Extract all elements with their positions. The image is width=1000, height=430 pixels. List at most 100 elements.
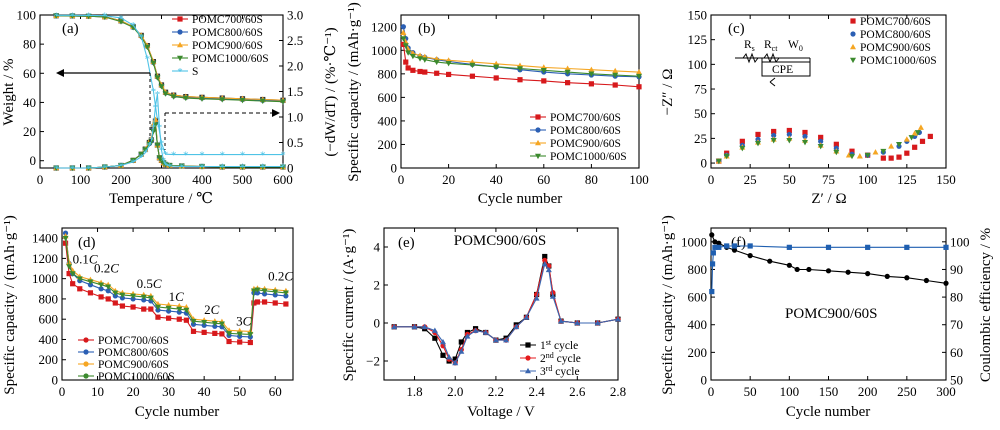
panel-c-point	[880, 155, 886, 161]
panel-c-point	[856, 153, 863, 159]
panel-a-xtick-label: 100	[71, 172, 91, 187]
panel-b-legend-1-label: POMC800/60S	[550, 125, 621, 137]
panel-b-series-2-point	[588, 66, 595, 73]
panel-c-legend-marker-2	[850, 43, 856, 50]
panel-f-xtick-label: 50	[744, 384, 757, 399]
panel-c-xtick-label: 75	[822, 172, 835, 187]
panel-e-series-2-point	[421, 323, 428, 330]
rate-label-3: 1C	[169, 289, 185, 304]
panel-e-series-2-point	[391, 323, 398, 330]
panel-f-capacity-point	[767, 258, 773, 264]
panel-e-series-2-point	[446, 354, 453, 360]
panel-b-series-0-point	[612, 82, 618, 88]
panel-d-series-2-point	[66, 259, 73, 265]
panel-b-series-2-point	[636, 68, 642, 75]
panel-b-legend-2-marker	[535, 139, 541, 146]
panel-f-ce-point	[731, 243, 738, 249]
panel-a-tga-3-point	[239, 97, 246, 104]
panel-d-ytick-label: 400	[39, 332, 59, 347]
panel-c-point	[786, 138, 793, 144]
panel-d-series-3-point	[112, 290, 119, 296]
panel-e-series-0-line	[394, 254, 619, 362]
panel-a-y2tick-label: 3.0	[287, 8, 303, 23]
panel-c-point	[911, 130, 918, 136]
panel-c-point	[771, 128, 777, 135]
panel-d-series-3-point	[261, 288, 268, 294]
panel-e-legend-sup-0: st	[546, 338, 552, 347]
panel-d-legend-3-label: POMC1000/60S	[98, 371, 175, 383]
panel-b-legend-0-marker	[535, 114, 541, 120]
panel-a-tga-4-point: *	[86, 10, 92, 22]
panel-c-xtick-label: 25	[744, 172, 757, 187]
panel-c-xtick-label: 50	[783, 172, 796, 187]
panel-f-ce-point	[786, 244, 792, 250]
panel-c-label: (c)	[728, 21, 745, 37]
panel-c-point	[880, 148, 887, 155]
circuit-sub-rct: ct	[772, 44, 779, 53]
panel-a-ytick-label: 20	[23, 124, 36, 139]
panel-b-series-0-point	[588, 81, 594, 87]
panel-a-dtg-4-point: *	[118, 160, 124, 172]
rate-label-6: 0.2C	[268, 269, 293, 284]
panel-d-series-3-point	[176, 306, 183, 313]
panel-e-legend-rest-1: cycle	[554, 353, 581, 365]
panel-e-legend-sup-2: rd	[546, 364, 553, 373]
panel-b-series-0-point	[493, 75, 499, 81]
panel-a-tga-3-point	[219, 97, 226, 103]
panel-f-xtick-label: 100	[780, 384, 800, 399]
panel-e-series-2	[391, 261, 621, 366]
panel-a-dtg-3-point	[130, 158, 137, 164]
panel-a-legend-0-label: POMC700/60S	[192, 14, 263, 26]
panel-b-ytick-label: 1000	[371, 43, 397, 58]
panel-c-point	[817, 143, 824, 150]
panel-a-tga-4-point: *	[199, 150, 205, 162]
rate-label-4: 2C	[204, 302, 220, 317]
panel-a-dtg-4-point: *	[151, 122, 157, 134]
panel-c-point	[770, 138, 777, 144]
panel-f-ce-point	[710, 250, 716, 256]
rate-label-2: 0.5C	[137, 276, 162, 291]
panel-a-dtg-4-point: *	[153, 102, 159, 114]
panel-d-legend-0-label: POMC700/60S	[98, 335, 169, 347]
panel-f-ytick-label: 0	[701, 373, 708, 388]
panel-f-ce-point	[724, 243, 730, 249]
panel-f-xlabel: Cycle number	[786, 404, 871, 420]
rate-label-unit-4: C	[211, 302, 220, 317]
rate-label-unit-3: C	[175, 289, 184, 304]
panel-d-legend-3-marker	[83, 373, 89, 379]
panel-c-legend-marker-1	[850, 31, 856, 37]
panel-a-tga-3-point	[162, 91, 169, 97]
panel-b-legend-1-marker	[535, 127, 541, 133]
panel-a-dtg-3-point	[150, 128, 157, 135]
panel-b-xtick-label: 80	[585, 172, 598, 187]
panel-a-tga-4-point: *	[183, 150, 189, 162]
circuit-label-w: W0	[788, 39, 803, 53]
panel-d-series-0-point	[155, 314, 161, 320]
panel-d-series-3-point	[130, 293, 137, 299]
panel-a-dtg-4-point: *	[161, 155, 167, 167]
panel-e-series-0-point	[440, 352, 446, 358]
panel-a-y2tick-label: 2.0	[287, 59, 303, 74]
panel-c-ytick-label: 25	[694, 131, 707, 146]
panel-e-series-1-point	[542, 257, 548, 263]
panel-f-ce-point	[865, 244, 871, 250]
panel-a-tga-4-point: *	[151, 86, 157, 98]
panel-d-xtick-label: 20	[127, 384, 140, 399]
panel-f-ce-point	[709, 261, 716, 267]
panel-b-xtick-label: 60	[537, 172, 550, 187]
panel-f-capacity-point	[731, 247, 738, 253]
panel-c-xtick-label: 100	[858, 172, 878, 187]
panel-e-series-2-point	[411, 323, 418, 330]
panel-b-series-0-point	[541, 78, 547, 84]
panel-e-series-2-line	[394, 262, 619, 364]
panel-e-legend-sup-1: nd	[546, 351, 554, 360]
panel-c-point	[849, 153, 855, 160]
panel-a-tga-4-point: *	[240, 150, 246, 162]
panel-d-legend-1-marker	[83, 349, 89, 355]
panel-c-point	[849, 148, 855, 154]
panel-d-series-3-point	[165, 305, 172, 312]
panel-a-dtg-4-point: *	[130, 157, 136, 169]
panel-e-legend-label-2: 3rd cycle	[540, 364, 580, 378]
panel-a-legend-2-label: POMC900/60S	[192, 40, 263, 52]
panel-b-label: (b)	[418, 21, 436, 37]
